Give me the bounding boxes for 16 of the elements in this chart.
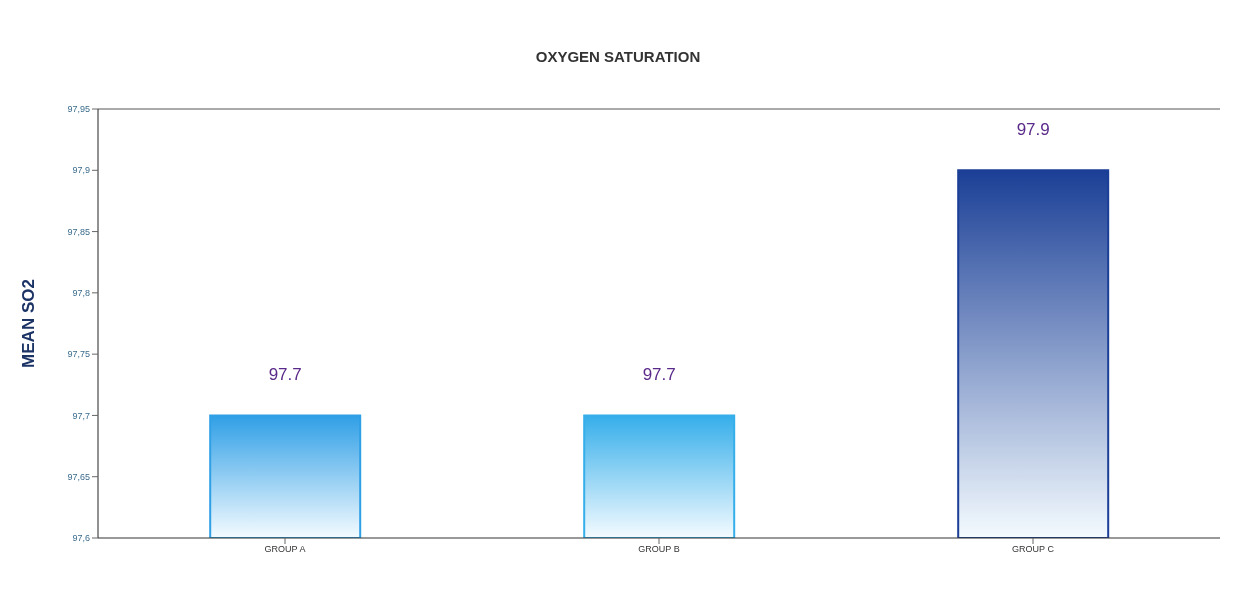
data-label: 97.9: [1016, 120, 1050, 140]
y-tick-label: 97,95: [67, 104, 90, 115]
chart-title: OXYGEN SATURATION: [534, 47, 702, 67]
y-tick-label: 97,7: [72, 410, 90, 421]
y-tick-label: 97,6: [72, 533, 90, 544]
y-tick-label: 97,9: [72, 165, 90, 176]
y-tick-label: 97,85: [67, 226, 90, 237]
y-tick-label: 97,8: [72, 288, 90, 299]
x-tick-label: GROUP C: [1012, 544, 1055, 555]
y-tick-label: 97,75: [67, 349, 90, 360]
y-tick-label: 97,65: [67, 471, 90, 482]
data-label: 97.7: [642, 365, 676, 385]
data-label: 97.7: [268, 365, 302, 385]
x-tick-label: GROUP A: [264, 544, 306, 555]
y-axis-title: MEAN SO2: [19, 279, 39, 368]
x-tick-label: GROUP B: [638, 544, 680, 555]
